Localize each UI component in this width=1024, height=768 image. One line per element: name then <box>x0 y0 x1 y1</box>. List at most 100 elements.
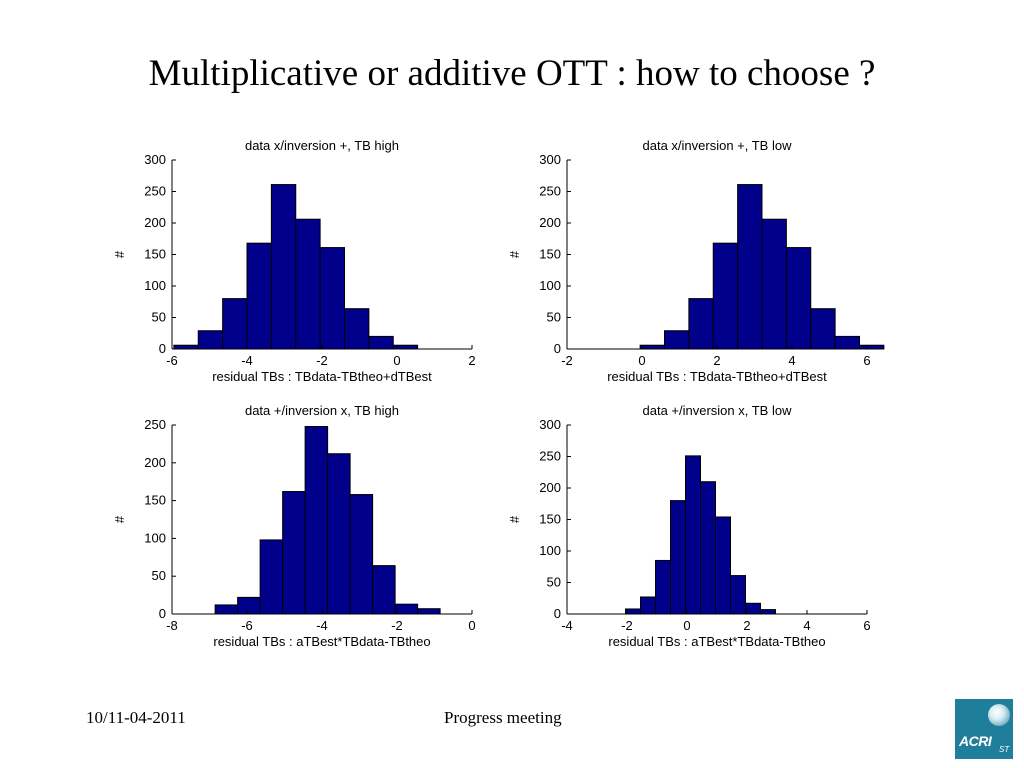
x-axis-label: residual TBs : aTBest*TBdata-TBtheo <box>213 634 430 649</box>
histogram-bar <box>394 603 419 615</box>
x-tick-label: -8 <box>166 618 178 633</box>
histogram-bar <box>349 494 374 615</box>
x-tick-label: -2 <box>621 618 633 633</box>
y-tick-label: 200 <box>539 480 561 495</box>
x-axis-label: residual TBs : TBdata-TBtheo+dTBest <box>607 369 827 384</box>
y-tick-label: 0 <box>554 341 561 356</box>
y-tick-label: 100 <box>144 278 166 293</box>
x-tick-label: 6 <box>863 618 870 633</box>
histogram-bar <box>730 575 746 615</box>
x-axis-label: residual TBs : aTBest*TBdata-TBtheo <box>608 634 825 649</box>
histogram-bar <box>685 455 701 615</box>
histogram-bar <box>237 596 261 615</box>
histogram-bar <box>737 184 763 350</box>
histogram-bar <box>670 500 686 615</box>
y-tick-label: 150 <box>144 493 166 508</box>
x-tick-label: 0 <box>468 618 475 633</box>
y-tick-label: 150 <box>144 247 166 262</box>
chart-title: data +/inversion x, TB high <box>245 403 399 418</box>
x-tick-label: -2 <box>561 353 573 368</box>
y-tick-label: 250 <box>144 417 166 432</box>
histogram-bar <box>688 298 714 350</box>
histogram-bar <box>295 218 321 350</box>
logo-text: ACRI <box>959 733 992 749</box>
y-tick-label: 200 <box>539 215 561 230</box>
histogram-bar <box>639 344 665 350</box>
histogram-bar <box>760 609 776 615</box>
histogram-bar <box>319 247 345 350</box>
y-tick-label: 300 <box>539 417 561 432</box>
acri-logo: ACRI ST <box>955 699 1013 759</box>
x-tick-label: -4 <box>561 618 573 633</box>
histogram-bar <box>625 608 641 615</box>
histogram-bar <box>712 242 739 350</box>
y-tick-label: 300 <box>144 152 166 167</box>
footer-date: 10/11-04-2011 <box>86 708 186 727</box>
y-tick-label: 200 <box>144 215 166 230</box>
histogram-bar <box>859 344 885 350</box>
y-tick-label: 50 <box>152 568 166 583</box>
x-tick-label: 0 <box>683 618 690 633</box>
y-tick-label: 100 <box>539 543 561 558</box>
chart-title: data +/inversion x, TB low <box>643 403 793 418</box>
globe-icon <box>988 704 1010 726</box>
histogram-bar <box>640 596 656 615</box>
x-tick-label: -2 <box>391 618 403 633</box>
histogram-bar <box>810 308 836 350</box>
x-tick-label: 4 <box>788 353 795 368</box>
histogram-bar <box>246 242 272 350</box>
x-tick-label: -4 <box>241 353 253 368</box>
y-tick-label: 100 <box>144 530 166 545</box>
y-tick-label: 250 <box>144 184 166 199</box>
y-tick-label: 150 <box>539 512 561 527</box>
histogram-bar <box>745 602 761 615</box>
y-tick-label: 300 <box>539 152 561 167</box>
y-tick-label: 200 <box>144 455 166 470</box>
histogram-bar <box>259 539 284 615</box>
y-tick-label: 250 <box>539 449 561 464</box>
histogram-bar <box>664 330 690 350</box>
x-tick-label: 2 <box>713 353 720 368</box>
y-tick-label: 50 <box>547 575 561 590</box>
x-tick-label: -6 <box>166 353 178 368</box>
x-tick-label: 0 <box>393 353 400 368</box>
histogram-bar <box>715 516 731 615</box>
histogram-bar <box>197 330 224 350</box>
histogram-bar <box>270 184 297 350</box>
histogram-bar <box>700 481 716 615</box>
y-axis-label: # <box>507 250 522 258</box>
histogram-bar <box>372 565 396 615</box>
histogram-bar <box>214 604 239 615</box>
footer-title: Progress meeting <box>444 708 562 727</box>
x-tick-label: -6 <box>241 618 253 633</box>
y-axis-label: # <box>112 250 127 258</box>
histogram-bar <box>655 559 671 615</box>
y-tick-label: 50 <box>152 310 166 325</box>
x-tick-label: 2 <box>743 618 750 633</box>
y-tick-label: 100 <box>539 278 561 293</box>
x-tick-label: -4 <box>316 618 328 633</box>
y-tick-label: 250 <box>539 184 561 199</box>
histogram-tb-high-additive: 0 50 100 150 200 250 -8 -6 -4 -2 0 data +/inversion… <box>112 403 476 649</box>
x-axis-label: residual TBs : TBdata-TBtheo+dTBest <box>212 369 432 384</box>
logo-subtext: ST <box>999 745 1010 754</box>
y-axis-label: # <box>112 515 127 523</box>
x-tick-label: 0 <box>638 353 645 368</box>
histogram-bar <box>834 335 860 350</box>
y-tick-label: 50 <box>547 310 561 325</box>
x-tick-label: 4 <box>803 618 810 633</box>
x-tick-label: 6 <box>863 353 870 368</box>
histogram-bar <box>282 491 306 615</box>
histogram-bar <box>761 218 787 350</box>
y-tick-label: 0 <box>159 606 166 621</box>
y-axis-label: # <box>507 515 522 523</box>
histogram-bar <box>173 344 199 350</box>
histogram-bar <box>304 426 329 615</box>
y-tick-label: 0 <box>554 606 561 621</box>
chart-title: data x/inversion +, TB low <box>643 138 793 153</box>
histogram-tb-low-additive: 0 50 100 150 200 250 300 -4 -2 0 2 4 6 data +/inversi… <box>507 403 871 649</box>
histogram-bar <box>344 308 370 350</box>
histogram-bar <box>368 335 394 350</box>
chart-title: data x/inversion +, TB high <box>245 138 399 153</box>
